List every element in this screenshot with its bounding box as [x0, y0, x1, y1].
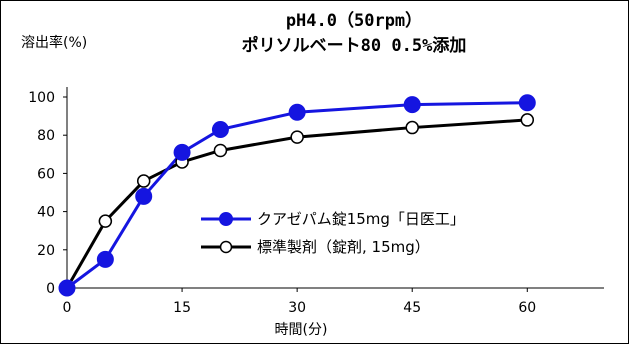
series-0-point-7 [518, 94, 536, 112]
series-layer [58, 94, 536, 297]
series-0-point-5 [288, 103, 306, 121]
series-0-point-0 [58, 279, 76, 297]
series-0-point-1 [96, 250, 114, 268]
legend-label-0: クアゼパム錠15mg「日医工」 [257, 210, 465, 228]
x-ticks: 0 15 30 45 60 [63, 288, 536, 316]
y-ticks: 0 20 40 60 80 100 [28, 90, 67, 297]
series-line-1 [65, 118, 528, 289]
y-tick-label-5: 100 [28, 90, 55, 106]
chart-title: pH4.0（50rpm） [286, 10, 422, 31]
legend-marker-1 [219, 240, 233, 254]
series-1-point-5 [290, 130, 304, 144]
series-1-point-4 [213, 143, 228, 158]
y-tick-label-3: 60 [37, 166, 55, 182]
series-0-point-3 [173, 143, 191, 161]
series-1-point-1 [98, 214, 113, 228]
x-tick-label-3: 45 [403, 300, 421, 316]
chart-subtitle: ポリソルベート80 0.5%添加 [242, 35, 467, 56]
legend-label-1: 標準製剤（錠剤, 15mg） [257, 238, 430, 256]
y-axis-label: 溶出率(%) [21, 34, 87, 51]
legend: クアゼパム錠15mg「日医工」 標準製剤（錠剤, 15mg） [201, 210, 465, 256]
y-tick-label-2: 40 [37, 205, 55, 221]
series-1-point-7 [520, 113, 535, 127]
series-1-point-2 [136, 174, 151, 188]
x-tick-label-2: 30 [288, 300, 306, 316]
series-0-point-6 [403, 96, 421, 114]
x-axis-label: 時間(分) [275, 322, 328, 338]
series-0-point-4 [211, 120, 229, 138]
y-tick-label-0: 0 [46, 281, 55, 297]
series-1-point-6 [405, 120, 419, 135]
x-tick-label-4: 60 [518, 300, 536, 316]
legend-marker-0 [219, 212, 233, 226]
y-tick-label-4: 80 [37, 128, 55, 144]
series-line-0 [66, 101, 528, 290]
series-0-point-2 [135, 187, 153, 205]
x-tick-label-1: 15 [173, 300, 191, 316]
x-tick-label-0: 0 [63, 300, 72, 316]
y-tick-label-1: 20 [37, 243, 55, 259]
